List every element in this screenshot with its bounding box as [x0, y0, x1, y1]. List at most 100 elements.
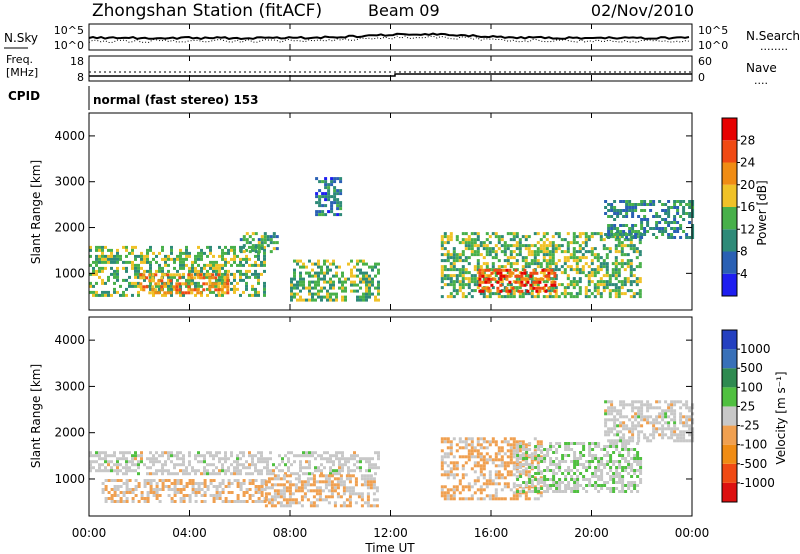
heatmap-cell: [323, 295, 326, 299]
heatmap-cell: [264, 483, 268, 487]
heatmap-cell: [616, 209, 620, 212]
heatmap-cell: [569, 253, 573, 257]
heatmap-cell: [161, 463, 164, 467]
heatmap-cell: [640, 424, 644, 428]
heatmap-cell: [327, 483, 331, 487]
heatmap-cell: [190, 273, 194, 277]
heatmap-cell: [218, 269, 221, 273]
heatmap-cell: [98, 466, 101, 470]
heatmap-cell: [293, 277, 296, 281]
heatmap-cell: [308, 466, 311, 470]
heatmap-cell: [128, 466, 131, 470]
heatmap-cell: [494, 494, 498, 498]
x-tick-label: 00:00: [72, 526, 107, 540]
heatmap-cell: [167, 263, 170, 267]
heatmap-cell: [646, 409, 650, 413]
heatmap-cell: [609, 466, 613, 469]
heatmap-cell: [518, 283, 522, 287]
heatmap-cell: [329, 460, 332, 464]
freq-label-line1: Freq.: [6, 53, 33, 66]
heatmap-cell: [542, 295, 546, 299]
heatmap-cell: [594, 454, 598, 457]
heatmap-cell: [509, 286, 513, 290]
heatmap-cell: [203, 266, 206, 270]
heatmap-cell: [564, 469, 568, 472]
heatmap-cell: [440, 238, 444, 242]
heatmap-cell: [626, 259, 630, 263]
heatmap-cell: [564, 460, 568, 463]
heatmap-cell: [602, 289, 606, 293]
heatmap-cell: [212, 494, 216, 497]
heatmap-cell: [324, 198, 328, 202]
heatmap-cell: [640, 409, 644, 413]
heatmap-cell: [284, 454, 287, 458]
heatmap-cell: [167, 257, 170, 261]
heatmap-cell: [335, 457, 338, 461]
heatmap-cell: [311, 472, 314, 476]
heatmap-cell: [95, 269, 98, 273]
heatmap-cell: [187, 285, 191, 289]
heatmap-cell: [326, 265, 329, 269]
heatmap-cell: [603, 484, 607, 487]
heatmap-cell: [218, 491, 222, 494]
heatmap-cell: [306, 489, 310, 493]
heatmap-cell: [538, 277, 542, 281]
heatmap-cell: [658, 227, 662, 230]
heatmap-cell: [530, 262, 534, 266]
heatmap-cell: [546, 451, 550, 454]
heatmap-cell: [534, 490, 538, 493]
heatmap-cell: [455, 443, 459, 447]
heatmap-cell: [455, 473, 459, 477]
heatmap-cell: [200, 500, 204, 503]
heatmap-cell: [587, 289, 591, 293]
heatmap-cell: [636, 484, 640, 487]
heatmap-cell: [679, 436, 683, 440]
heatmap-cell: [545, 262, 549, 266]
heatmap-cell: [89, 248, 92, 252]
heatmap-cell: [534, 478, 538, 481]
heatmap-cell: [374, 451, 377, 455]
heatmap-cell: [224, 251, 227, 255]
heatmap-cell: [300, 483, 304, 487]
heatmap-cell: [122, 457, 125, 461]
heatmap-cell: [348, 477, 352, 481]
heatmap-cell: [509, 497, 513, 501]
heatmap-cell: [176, 451, 179, 455]
heatmap-cell: [482, 440, 486, 444]
heatmap-cell: [621, 454, 625, 457]
heatmap-cell: [545, 244, 549, 248]
heatmap-cell: [452, 280, 456, 284]
heatmap-cell: [667, 424, 671, 428]
heatmap-cell: [620, 241, 624, 245]
heatmap-cell: [564, 478, 568, 481]
heatmap-cell: [546, 448, 550, 451]
heatmap-cell: [330, 489, 334, 493]
heatmap-cell: [443, 485, 447, 489]
heatmap-cell: [359, 286, 362, 290]
heatmap-cell: [584, 289, 588, 293]
heatmap-cell: [95, 263, 98, 267]
heatmap-cell: [372, 486, 376, 490]
heatmap-cell: [89, 284, 92, 288]
heatmap-cell: [458, 256, 462, 260]
heatmap-cell: [239, 488, 243, 491]
heatmap-cell: [470, 449, 474, 453]
heatmap-cell: [233, 500, 237, 503]
heatmap-cell: [449, 443, 453, 447]
heatmap-cell: [339, 480, 343, 484]
heatmap-cell: [137, 463, 140, 467]
heatmap-cell: [95, 451, 98, 455]
heatmap-cell: [330, 195, 334, 199]
heatmap-cell: [333, 195, 337, 199]
heatmap-cell: [625, 209, 629, 212]
heatmap-cell: [516, 490, 520, 493]
heatmap-cell: [254, 463, 257, 467]
heatmap-cell: [315, 504, 319, 508]
heatmap-cell: [318, 201, 322, 205]
heatmap-cell: [576, 475, 580, 478]
colorbar-segment: [722, 273, 737, 296]
heatmap-cell: [606, 463, 610, 466]
heatmap-cell: [664, 409, 668, 413]
heatmap-cell: [254, 466, 257, 470]
heatmap-cell: [691, 427, 695, 431]
